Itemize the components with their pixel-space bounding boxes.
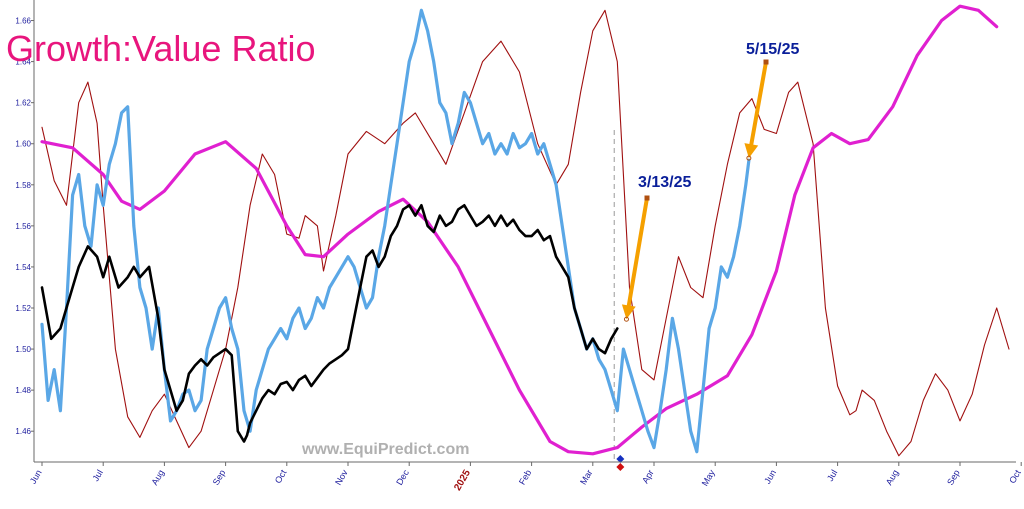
series-line-actual bbox=[40, 204, 619, 443]
series-layer bbox=[40, 4, 1010, 457]
x-tick-label: Aug bbox=[149, 468, 166, 487]
annotation-arrow-head bbox=[744, 143, 759, 159]
y-tick-label: 1.64 bbox=[15, 58, 31, 67]
annotation-arrow-shaft bbox=[749, 60, 768, 147]
annotation-anchor-marker bbox=[763, 59, 769, 65]
x-tick-label: May bbox=[700, 468, 717, 488]
y-tick-label: 1.46 bbox=[15, 427, 31, 436]
annotation-label-2: 5/15/25 bbox=[746, 41, 800, 58]
series-line-cycle-long bbox=[40, 4, 999, 456]
x-tick-label: Aug bbox=[884, 468, 901, 487]
annotation-arrows bbox=[621, 59, 769, 322]
x-tick-label: Jul bbox=[825, 468, 839, 483]
annotation-anchor-marker bbox=[644, 195, 650, 201]
y-tick-label: 1.56 bbox=[15, 222, 31, 231]
y-tick-label: 1.52 bbox=[15, 304, 31, 313]
y-tick-label: 1.62 bbox=[15, 99, 31, 108]
y-tick-label: 1.54 bbox=[15, 263, 31, 272]
x-tick-label: Mar bbox=[578, 468, 594, 486]
y-tick-label: 1.48 bbox=[15, 386, 31, 395]
annotation-arrow-shaft bbox=[626, 196, 649, 308]
annotation-label-1: 3/13/25 bbox=[638, 174, 692, 191]
x-tick-label: Dec bbox=[394, 468, 411, 487]
x-tick-label: 2025 bbox=[452, 468, 473, 493]
x-tick-label: Sep bbox=[211, 468, 228, 487]
y-tick-label: 1.66 bbox=[15, 17, 31, 26]
y-tick-label: 1.58 bbox=[15, 181, 31, 190]
y-axis: 1.66 1.64 1.62 1.60 1.58 1.56 1.54 1.52 1.50 1.48… bbox=[15, 0, 35, 462]
x-tick-label: Sep bbox=[945, 468, 962, 487]
x-tick-label: Jul bbox=[91, 468, 105, 483]
annotation-arrow-head bbox=[621, 304, 636, 320]
x-tick-label: Nov bbox=[333, 468, 350, 487]
x-axis: Jun Jul Aug Sep Oct Nov Dec 2025 Feb Mar Apr May Jun… bbox=[28, 461, 1023, 493]
x-tick-label: Jun bbox=[762, 468, 778, 486]
x-tick-label: Oct bbox=[273, 468, 289, 486]
x-tick-label: Jun bbox=[28, 468, 44, 486]
series-line-cycle-short bbox=[41, 9, 1010, 457]
annotation-point-marker bbox=[746, 155, 752, 161]
x-tick-label: Apr bbox=[640, 468, 656, 485]
current-marker-red bbox=[616, 463, 625, 471]
x-tick-label: Oct bbox=[1007, 468, 1023, 486]
y-tick-label: 1.60 bbox=[15, 140, 31, 149]
watermark-text: www.EquiPredict.com bbox=[302, 441, 470, 458]
annotation-point-marker bbox=[623, 316, 629, 322]
axis-markers bbox=[616, 455, 625, 471]
current-marker-blue bbox=[616, 455, 625, 463]
x-tick-label: Feb bbox=[517, 468, 533, 486]
chart-title: Growth:Value Ratio bbox=[6, 28, 316, 69]
y-tick-label: 1.50 bbox=[15, 345, 31, 354]
